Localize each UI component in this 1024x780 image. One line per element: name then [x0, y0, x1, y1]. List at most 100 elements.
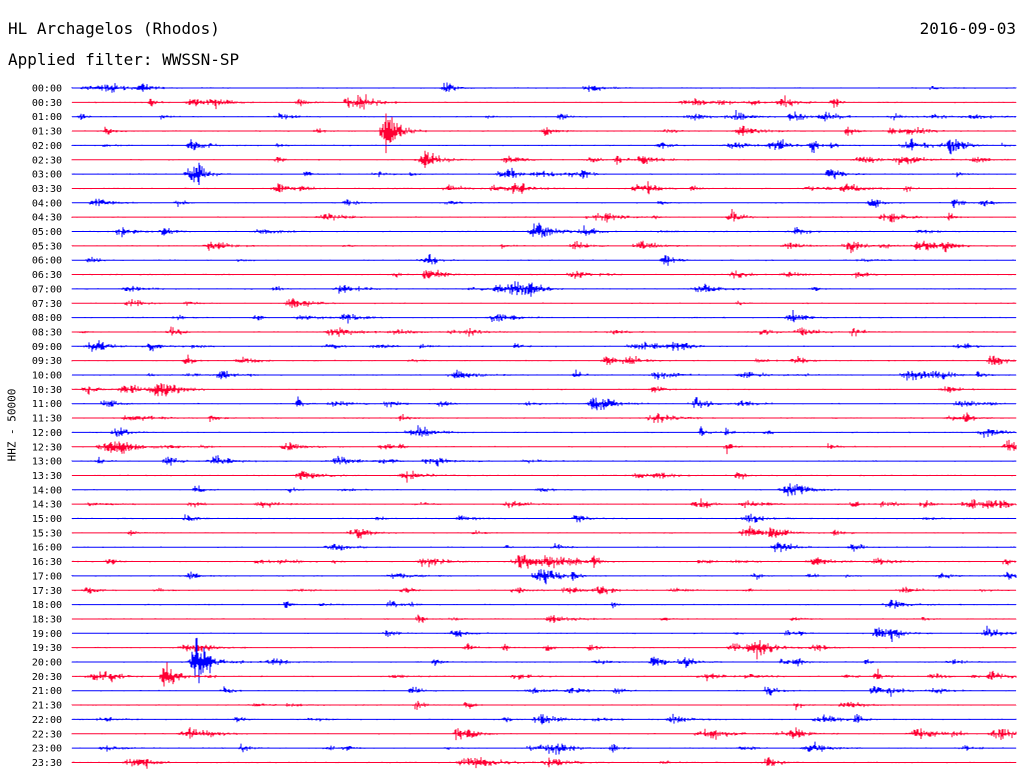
- trace-row: [71, 412, 1017, 423]
- trace-row: [71, 110, 1017, 122]
- trace-row: [71, 354, 1017, 365]
- row-time-label: 02:00: [32, 141, 62, 152]
- trace-row: [71, 586, 1017, 595]
- trace-row: [71, 254, 1016, 266]
- trace-row: [71, 94, 1017, 110]
- trace-row: [71, 741, 1017, 755]
- row-time-label: 16:00: [32, 543, 62, 554]
- trace-row: [71, 525, 1017, 539]
- row-time-label: 06:30: [32, 270, 62, 281]
- row-time-label: 18:30: [32, 614, 62, 625]
- trace-row: [71, 637, 1017, 684]
- trace-row: [71, 513, 1017, 523]
- trace-row: [71, 209, 1017, 223]
- row-time-label: 19:00: [32, 629, 62, 640]
- row-time-label: 09:30: [32, 356, 62, 367]
- row-time-label: 11:30: [32, 414, 62, 425]
- tick-labels: 00:00 00:30 01:00 01:30 02:00 02:30 03:00 03:30…: [32, 84, 62, 769]
- trace-row: [71, 686, 1017, 697]
- row-time-label: 17:30: [32, 586, 62, 597]
- row-time-label: 14:00: [32, 485, 62, 496]
- row-time-label: 20:30: [32, 672, 62, 683]
- row-time-label: 12:00: [32, 428, 62, 439]
- trace-row: [71, 640, 1017, 660]
- row-time-label: 22:30: [32, 729, 62, 740]
- row-time-label: 03:30: [32, 184, 62, 195]
- trace-row: [71, 269, 1017, 279]
- trace-row: [71, 396, 1017, 411]
- trace-row: [71, 439, 1017, 455]
- trace-row: [71, 498, 1017, 509]
- row-time-label: 13:30: [32, 471, 62, 482]
- trace-row: [71, 162, 1017, 185]
- trace-row: [71, 181, 1017, 195]
- trace-row: [71, 727, 1017, 741]
- row-time-label: 00:30: [32, 98, 62, 109]
- trace-row: [71, 310, 1017, 324]
- row-time-label: 18:00: [32, 600, 62, 611]
- trace-row: [71, 713, 1017, 725]
- row-time-label: 04:00: [32, 198, 62, 209]
- row-time-label: 11:00: [32, 399, 62, 410]
- traces: [71, 82, 1017, 769]
- trace-row: [71, 483, 1017, 497]
- row-time-label: 23:30: [32, 758, 62, 769]
- row-time-label: 08:30: [32, 327, 62, 338]
- trace-row: [71, 340, 1017, 352]
- row-time-label: 12:30: [32, 442, 62, 453]
- row-time-label: 10:00: [32, 371, 62, 382]
- trace-row: [71, 757, 1017, 769]
- trace-row: [71, 569, 1017, 585]
- date-label: 2016-09-03: [919, 19, 1016, 38]
- trace-row: [71, 700, 1017, 711]
- row-time-label: 10:30: [32, 385, 62, 396]
- trace-row: [71, 542, 1017, 553]
- row-time-label: 06:00: [32, 256, 62, 267]
- trace-row: [71, 298, 1017, 308]
- row-time-label: 01:30: [32, 127, 62, 138]
- row-time-label: 07:30: [32, 299, 62, 310]
- trace-row: [71, 369, 1017, 381]
- row-time-label: 05:30: [32, 241, 62, 252]
- row-time-label: 01:00: [32, 112, 62, 123]
- row-time-label: 15:00: [32, 514, 62, 525]
- row-time-label: 00:00: [32, 84, 62, 95]
- trace-row: [71, 113, 1017, 154]
- trace-row: [71, 138, 1017, 155]
- trace-row: [71, 625, 1017, 642]
- row-time-label: 05:00: [32, 227, 62, 238]
- station-title: HL Archagelos (Rhodos): [8, 19, 220, 38]
- row-time-label: 16:30: [32, 557, 62, 568]
- trace-row: [71, 599, 1017, 609]
- trace-row: [71, 150, 1017, 168]
- row-time-label: 19:30: [32, 643, 62, 654]
- row-time-label: 14:30: [32, 500, 62, 511]
- row-time-label: 21:00: [32, 686, 62, 697]
- trace-row: [71, 425, 1017, 438]
- trace-row: [71, 198, 1017, 208]
- trace-row: [71, 281, 1017, 297]
- row-time-label: 02:30: [32, 155, 62, 166]
- row-time-label: 17:00: [32, 571, 62, 582]
- row-time-label: 07:00: [32, 284, 62, 295]
- trace-row: [71, 554, 1017, 569]
- row-time-label: 15:30: [32, 528, 62, 539]
- row-time-label: 09:00: [32, 342, 62, 353]
- row-time-label: 04:30: [32, 213, 62, 224]
- trace-row: [71, 82, 1017, 93]
- trace-row: [71, 662, 1017, 687]
- trace-row: [71, 222, 1017, 238]
- trace-row: [71, 455, 1017, 467]
- row-time-label: 13:00: [32, 457, 62, 468]
- row-time-label: 03:00: [32, 170, 62, 181]
- row-time-label: 23:00: [32, 744, 62, 755]
- row-time-label: 21:30: [32, 701, 62, 712]
- filter-label: Applied filter: WWSSN-SP: [8, 50, 240, 69]
- trace-row: [71, 470, 1017, 483]
- trace-row: [71, 383, 1017, 397]
- row-time-label: 20:00: [32, 658, 62, 669]
- trace-row: [71, 614, 1017, 623]
- row-time-label: 08:00: [32, 313, 62, 324]
- trace-row: [71, 240, 1017, 254]
